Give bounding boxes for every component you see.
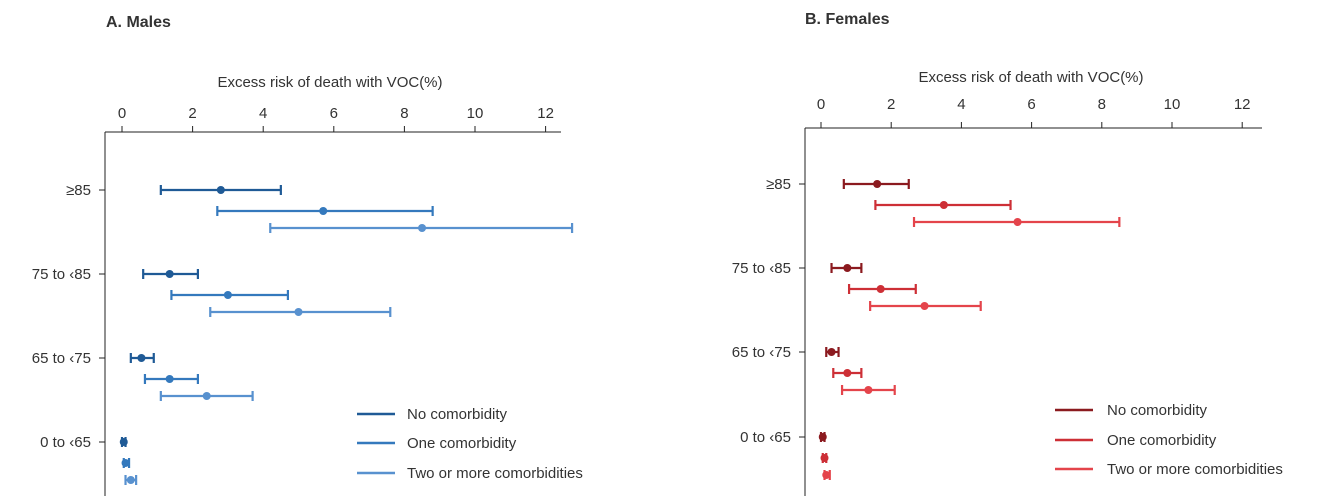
point-estimate <box>202 392 211 400</box>
point-estimate <box>843 264 852 272</box>
y-tick-label: ≥85 <box>66 182 91 199</box>
x-tick-label: 6 <box>330 105 338 122</box>
legend-label: One comorbidity <box>407 435 517 452</box>
point-estimate <box>843 369 852 377</box>
point-estimate <box>822 471 831 479</box>
point-estimate <box>939 201 948 209</box>
y-tick-label: 75 to ‹85 <box>32 266 91 283</box>
legend-label: No comorbidity <box>1107 402 1208 419</box>
y-axis-labels: ≥85 75 to ‹85 65 to ‹75 0 to ‹65 <box>732 176 805 446</box>
panel-label: A. Males <box>106 14 171 31</box>
point-estimate <box>165 375 174 383</box>
females-panel: B. Females Excess risk of death with VOC… <box>732 11 1283 496</box>
x-tick-label: 12 <box>1234 96 1251 113</box>
x-tick-label: 10 <box>467 105 484 122</box>
point-estimate <box>137 354 146 362</box>
x-tick-label: 0 <box>817 96 825 113</box>
point-estimate <box>873 180 882 188</box>
males-panel: A. Males Excess risk of death with VOC(%… <box>32 14 583 496</box>
x-tick-label: 12 <box>537 105 554 122</box>
x-axis-title: Excess risk of death with VOC(%) <box>918 69 1143 86</box>
point-estimate <box>1013 218 1022 226</box>
point-estimate <box>126 476 135 484</box>
point-estimate <box>827 348 836 356</box>
x-tick-label: 4 <box>259 105 267 122</box>
legend-label: One comorbidity <box>1107 432 1217 449</box>
y-tick-label: 65 to ‹75 <box>32 350 91 367</box>
point-estimate <box>119 438 128 446</box>
x-tick-label: 4 <box>957 96 965 113</box>
point-estimate <box>216 186 225 194</box>
legend: No comorbidity One comorbidity Two or more… <box>357 406 583 482</box>
axes <box>104 131 561 496</box>
point-estimate <box>294 308 303 316</box>
x-tick-label: 2 <box>188 105 196 122</box>
x-axis-ticks: 0 2 4 6 8 10 12 <box>817 96 1251 128</box>
point-estimate <box>319 207 328 215</box>
legend-label: No comorbidity <box>407 406 508 423</box>
point-estimate <box>820 454 829 462</box>
x-tick-label: 0 <box>118 105 126 122</box>
series-group <box>818 179 1121 480</box>
x-axis-ticks: 0 2 4 6 8 10 12 <box>118 105 554 132</box>
series-group <box>119 185 574 485</box>
x-axis-title: Excess risk of death with VOC(%) <box>217 74 442 91</box>
point-estimate <box>818 433 827 441</box>
y-tick-label: ≥85 <box>766 176 791 193</box>
point-estimate <box>864 386 873 394</box>
legend-label: Two or more comorbidities <box>407 465 583 482</box>
y-tick-label: 0 to ‹65 <box>740 429 791 446</box>
x-tick-label: 2 <box>887 96 895 113</box>
point-estimate <box>876 285 885 293</box>
point-estimate <box>223 291 232 299</box>
axes <box>804 127 1262 496</box>
x-tick-label: 8 <box>400 105 408 122</box>
y-tick-label: 0 to ‹65 <box>40 434 91 451</box>
x-tick-label: 6 <box>1027 96 1035 113</box>
y-axis-labels: ≥85 75 to ‹85 65 to ‹75 0 to ‹65 <box>32 182 105 451</box>
y-tick-label: 65 to ‹75 <box>732 344 791 361</box>
y-tick-label: 75 to ‹85 <box>732 260 791 277</box>
point-estimate <box>121 459 130 467</box>
legend-label: Two or more comorbidities <box>1107 461 1283 478</box>
point-estimate <box>418 224 427 232</box>
x-tick-label: 8 <box>1098 96 1106 113</box>
panel-label: B. Females <box>805 11 890 28</box>
legend: No comorbidity One comorbidity Two or more… <box>1055 402 1283 478</box>
point-estimate <box>920 302 929 310</box>
point-estimate <box>165 270 174 278</box>
x-tick-label: 10 <box>1164 96 1181 113</box>
